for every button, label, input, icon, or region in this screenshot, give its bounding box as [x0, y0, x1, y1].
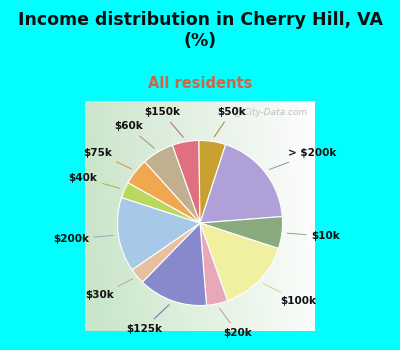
Wedge shape — [142, 223, 206, 306]
Text: $60k: $60k — [114, 121, 154, 148]
Wedge shape — [145, 145, 200, 223]
Text: $75k: $75k — [83, 148, 131, 169]
Wedge shape — [128, 162, 200, 223]
Wedge shape — [200, 217, 282, 248]
Text: $125k: $125k — [126, 305, 169, 334]
Text: $40k: $40k — [68, 173, 120, 188]
Wedge shape — [122, 183, 200, 223]
Text: > $200k: > $200k — [269, 148, 336, 169]
Wedge shape — [200, 223, 228, 305]
Text: $200k: $200k — [53, 234, 113, 244]
Wedge shape — [200, 145, 282, 223]
Text: $20k: $20k — [219, 308, 252, 338]
Text: $10k: $10k — [287, 231, 340, 241]
Wedge shape — [118, 197, 200, 270]
Wedge shape — [199, 140, 226, 223]
Text: $100k: $100k — [263, 284, 316, 306]
Text: $150k: $150k — [144, 107, 183, 138]
Wedge shape — [132, 223, 200, 282]
Text: Income distribution in Cherry Hill, VA
(%): Income distribution in Cherry Hill, VA (… — [18, 11, 382, 50]
Text: ⓘ City-Data.com: ⓘ City-Data.com — [236, 108, 308, 117]
Wedge shape — [200, 223, 278, 301]
Text: $50k: $50k — [214, 107, 246, 137]
Text: All residents: All residents — [148, 76, 252, 91]
Wedge shape — [172, 140, 200, 223]
Text: $30k: $30k — [85, 279, 133, 300]
